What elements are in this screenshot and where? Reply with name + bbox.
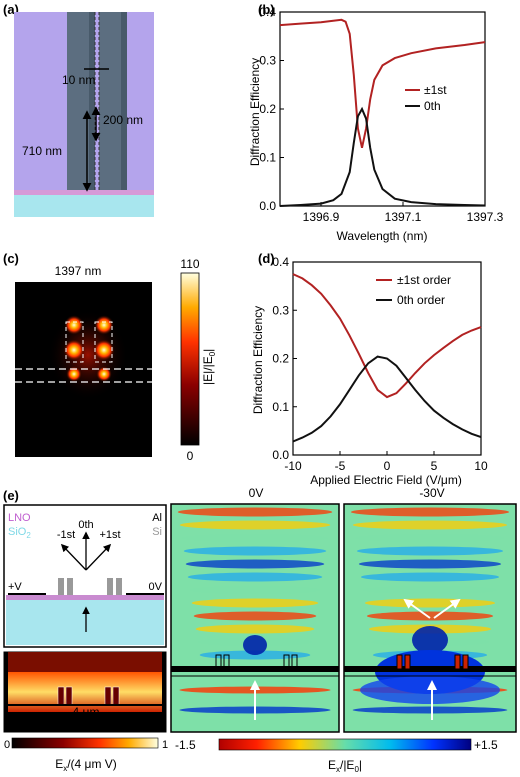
plot-d-ytick-label: 0.2: [272, 352, 289, 366]
dim-10nm: 10 nm: [62, 73, 95, 87]
plot-d-series-first-order: [292, 273, 482, 399]
legend-d-red: ±1st order: [397, 273, 451, 287]
colorbar-c-min: 0: [187, 449, 194, 463]
ridge-right: [99, 12, 121, 190]
plot-d-ytick-label: 0.0: [272, 448, 289, 462]
plot-d-ytick-label: 0.1: [272, 400, 289, 414]
colorbar-static-min: 0: [4, 739, 10, 751]
lno-layer: [14, 190, 154, 195]
panel-e: (e) LNO SiO2 Al Si -1st 0th +1st +V 0V: [3, 486, 517, 774]
plot-b-xtick-label: 1397.3: [467, 210, 504, 224]
colorbar-field-max: +1.5: [474, 738, 498, 752]
plot-b-frame: [279, 11, 486, 207]
plot-d-xtick-label: 0: [384, 459, 391, 473]
plot-b-xlabel: Wavelength (nm): [337, 229, 428, 243]
colorbar-static-label: Ex/(4 μm V): [55, 757, 117, 773]
colorbar-static: [11, 737, 159, 749]
plot-b-ytick-label: 0.3: [259, 54, 276, 68]
plot-b-ytick-label: 0.0: [259, 199, 276, 213]
order-minus1: -1st: [57, 529, 75, 541]
field-map-30v-title: -30V: [419, 486, 444, 500]
field-map-minus30v: [343, 503, 517, 733]
colorbar-static-max: 1: [162, 739, 168, 751]
colorbar-field-label: Ex/|E0|: [328, 758, 362, 774]
plot-b-xtick-label: 1396.9: [303, 210, 340, 224]
electrode-0v: 0V: [149, 581, 163, 593]
colorbar-field: [218, 738, 472, 751]
plot-b-ytick-label: 0.2: [259, 102, 276, 116]
plot-d-series-zeroth-order: [292, 355, 482, 443]
panel-b: (b) Diffraction Efficiency Wavelength (n…: [248, 2, 504, 243]
colorbar-c: [180, 272, 200, 446]
width-4um-label: 4 μm: [73, 705, 100, 719]
plot-d-ytick-label: 0.4: [272, 255, 289, 269]
field-map-0v-title: 0V: [249, 486, 264, 500]
colorbar-c-label: |E|/|E0|: [201, 349, 217, 385]
plot-d-xtick-label: 5: [431, 459, 438, 473]
plot-d-ylabel: Diffraction Efficiency: [251, 306, 265, 414]
plot-d-xtick-label: 10: [474, 459, 488, 473]
colorbar-field-min: -1.5: [175, 738, 196, 752]
plot-d-xtick-label: -5: [335, 459, 346, 473]
legend-lno: LNO: [8, 512, 31, 524]
sio2-layer: [14, 195, 154, 217]
plot-b-series-first-order: [279, 18, 486, 149]
plot-b-ytick-label: 0.1: [259, 151, 276, 165]
field-map-0v: [170, 503, 340, 733]
panel-d: (d) Diffraction Efficiency Applied Elect…: [251, 251, 488, 487]
colorbar-c-max: 110: [180, 257, 199, 271]
panel-c: (c) 1397 nm 110 0 |E|/|E0|: [3, 251, 217, 463]
plot-d-ytick-label: 0.3: [272, 303, 289, 317]
legend-b-red: ±1st: [424, 83, 447, 97]
legend-sio2: SiO2: [8, 526, 31, 540]
electrode-plus-v: +V: [8, 581, 22, 593]
dim-200nm: 200 nm: [103, 113, 143, 127]
plot-b-xtick-label: 1397.1: [385, 210, 422, 224]
panel-d-label: (d): [258, 251, 275, 266]
panel-e-label: (e): [3, 488, 19, 503]
dim-710nm: 710 nm: [22, 144, 62, 158]
panel-c-label: (c): [3, 251, 19, 266]
order-plus1: +1st: [99, 529, 120, 541]
plot-d-xtick-label: -10: [284, 459, 302, 473]
panel-a: (a) 10 nm 200 nm 710 nm: [3, 2, 154, 217]
plot-d-xlabel: Applied Electric Field (V/μm): [310, 473, 462, 487]
order-0: 0th: [78, 519, 93, 531]
field-map-title: 1397 nm: [55, 264, 102, 278]
legend-d-black: 0th order: [397, 293, 445, 307]
legend-al: Al: [152, 512, 162, 524]
legend-b-black: 0th: [424, 99, 441, 113]
legend-si: Si: [152, 526, 162, 538]
panel-b-label: (b): [258, 2, 275, 17]
plot-b-ylabel: Diffraction Efficiency: [248, 58, 262, 166]
plot-b-ytick-label: 0.4: [259, 5, 276, 19]
plot-b-series-zeroth-order: [279, 106, 486, 207]
ridge-left: [67, 12, 89, 190]
